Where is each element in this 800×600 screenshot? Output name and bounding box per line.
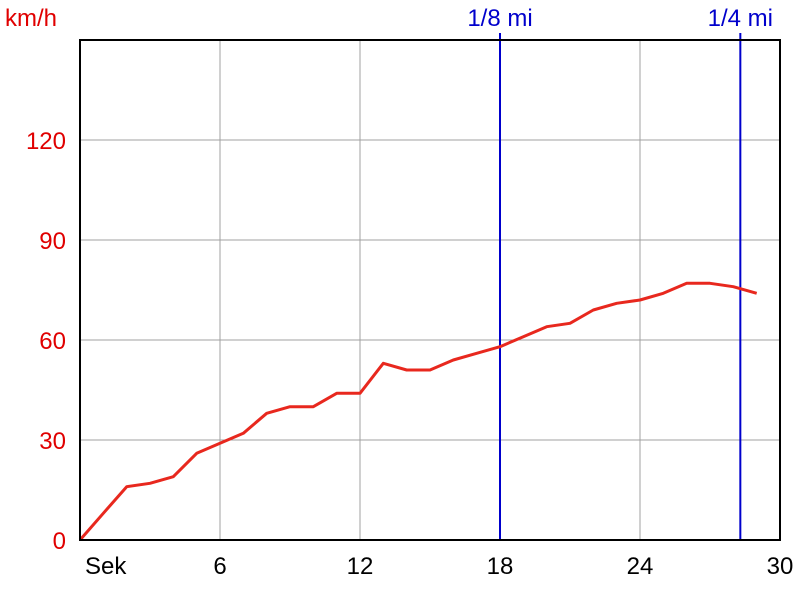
- x-tick-label: 12: [347, 553, 374, 580]
- y-axis-label: km/h: [5, 5, 57, 32]
- x-tick-label: 24: [627, 553, 654, 580]
- y-tick-label: 60: [39, 328, 66, 355]
- speed-line: [78, 281, 758, 541]
- y-tick-label: 0: [53, 528, 66, 555]
- plot-frame: [79, 39, 781, 541]
- x-tick-label: 18: [487, 553, 514, 580]
- speed-series: [78, 281, 758, 541]
- y-tick-label: 90: [39, 228, 66, 255]
- y-tick-label: 120: [26, 128, 66, 155]
- x-tick-label: 30: [767, 553, 794, 580]
- x-axis-label: Sek: [85, 553, 127, 580]
- distance-marker-label: 1/8 mi: [467, 5, 532, 32]
- distance-marker-label: 1/4 mi: [708, 5, 773, 32]
- x-tick-label: 6: [213, 553, 226, 580]
- y-tick-labels: 0 30 60 90 120: [26, 128, 66, 555]
- x-tick-labels: 6 12 18 24 30: [213, 553, 793, 580]
- distance-markers: 1/8 mi 1/4 mi: [467, 5, 773, 540]
- y-tick-label: 30: [39, 428, 66, 455]
